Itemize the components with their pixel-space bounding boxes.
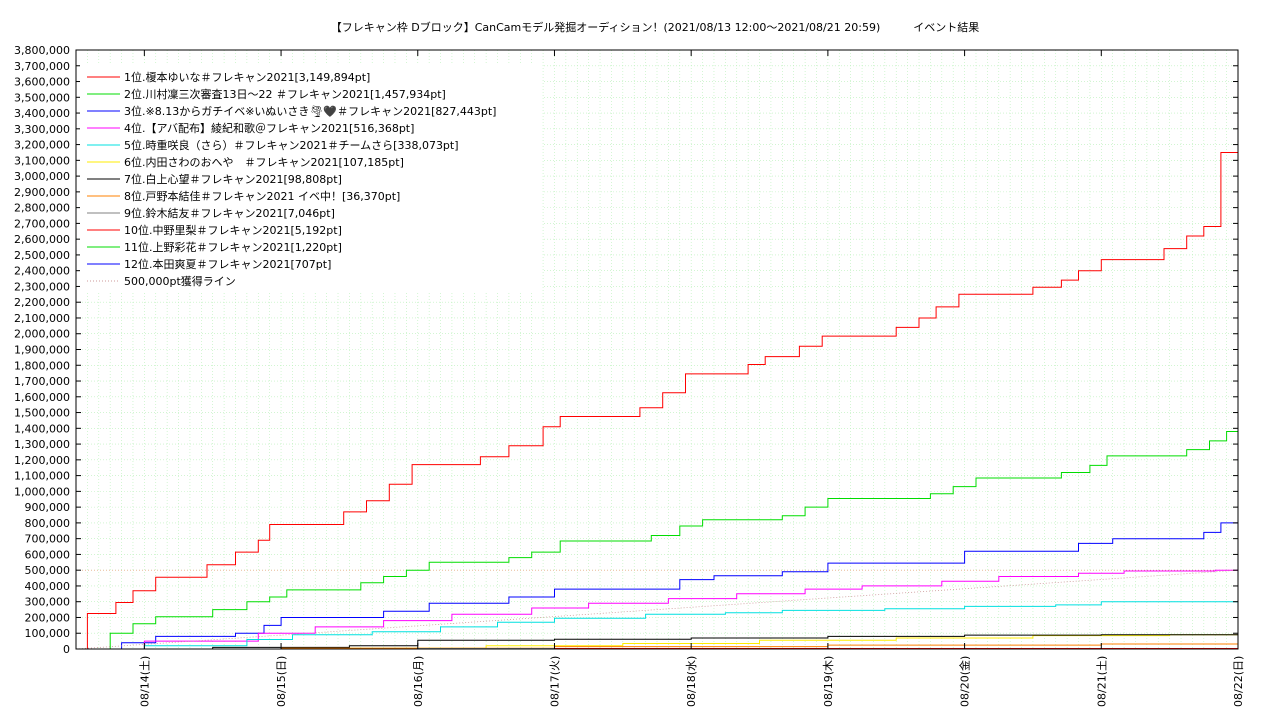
legend-background <box>80 65 542 293</box>
legend-entry: 500,000pt獲得ライン <box>124 275 236 288</box>
y-tick-label: 3,100,000 <box>14 154 70 167</box>
y-tick-label: 1,300,000 <box>14 438 70 451</box>
x-tick-label: 08/21(土) <box>1095 656 1108 707</box>
series-line-2 <box>76 419 1239 650</box>
legend-entry: 12位.本田爽夏＃フレキャン2021[707pt] <box>124 257 331 271</box>
y-tick-label: 2,000,000 <box>14 328 70 341</box>
y-tick-label: 3,400,000 <box>14 107 70 120</box>
y-tick-label: 2,300,000 <box>14 280 70 293</box>
legend-entry: 11位.上野彩花＃フレキャン2021[1,220pt] <box>124 240 342 254</box>
y-tick-label: 1,100,000 <box>14 470 70 483</box>
y-tick-label: 2,200,000 <box>14 296 70 309</box>
legend: 1位.榎本ゆいな＃フレキャン2021[3,149,894pt] 2位.川村凜三次審… <box>80 65 542 293</box>
y-tick-label: 800,000 <box>25 517 71 530</box>
y-tick-label: 1,800,000 <box>14 359 70 372</box>
y-tick-label: 1,700,000 <box>14 375 70 388</box>
y-tick-label: 2,700,000 <box>14 217 70 230</box>
y-tick-label: 3,600,000 <box>14 76 70 89</box>
series-line-5 <box>76 595 1239 650</box>
legend-entry: 10位.中野里梨＃フレキャン2021[5,192pt] <box>124 223 342 237</box>
y-tick-label: 2,400,000 <box>14 265 70 278</box>
y-tick-label: 1,500,000 <box>14 407 70 420</box>
y-tick-label: 2,600,000 <box>14 233 70 246</box>
x-tick-label: 08/19(木) <box>822 656 835 707</box>
y-tick-label: 1,600,000 <box>14 391 70 404</box>
x-tick-label: 08/20(金) <box>958 656 972 707</box>
series-line-goal <box>75 569 1239 650</box>
x-tick-label: 08/18(水) <box>685 656 698 707</box>
y-tick-label: 500,000 <box>25 564 71 577</box>
y-tick-label: 1,000,000 <box>14 485 70 498</box>
y-tick-label: 100,000 <box>25 627 71 640</box>
y-tick-label: 3,300,000 <box>14 123 70 136</box>
legend-entry: 3位.※8.13からガチイベ※いぬいさき🌪🖤＃フレキャン2021[827,443… <box>124 104 496 118</box>
y-tick-label: 2,900,000 <box>14 186 70 199</box>
y-tick-label: 300,000 <box>25 596 71 609</box>
y-tick-label: 3,700,000 <box>14 60 70 73</box>
x-tick-label: 08/15(日) <box>275 656 288 707</box>
y-tick-label: 400,000 <box>25 580 71 593</box>
series-line-3 <box>76 518 1239 650</box>
x-tick-label: 08/22(日) <box>1232 656 1245 707</box>
y-tick-label: 3,500,000 <box>14 91 70 104</box>
legend-entry: 5位.時重咲良（さら）＃フレキャン2021＃チームさら[338,073pt] <box>124 138 459 152</box>
series-line-7 <box>76 633 1239 650</box>
x-tick-label: 08/16(月) <box>412 656 425 707</box>
axis-layer: 0 100,000 200,000 300,000 400,000 500,000 600,… <box>14 44 1245 707</box>
y-tick-label: 900,000 <box>25 501 71 514</box>
y-tick-label: 200,000 <box>25 611 71 624</box>
legend-entry: 6位.内田さわのおへや ＃フレキャン2021[107,185pt] <box>124 155 404 169</box>
legend-entry: 2位.川村凜三次審査13日〜22 ＃フレキャン2021[1,457,934pt] <box>124 87 446 101</box>
y-tick-label: 2,800,000 <box>14 202 70 215</box>
series-line-1 <box>76 152 1238 650</box>
y-tick-label: 1,900,000 <box>14 344 70 357</box>
y-tick-label: 2,500,000 <box>14 249 70 262</box>
legend-entry: 8位.戸野本結佳＃フレキャン2021 イベ中！[36,370pt] <box>124 189 400 203</box>
y-tick-label: 1,200,000 <box>14 454 70 467</box>
x-tick-label: 08/17(火) <box>548 656 561 707</box>
y-tick-label: 1,400,000 <box>14 422 70 435</box>
legend-entry: 9位.鈴木結友＃フレキャン2021[7,046pt] <box>124 206 335 220</box>
chart-title: 【フレキャン枠 Dブロック】CanCamモデル発掘オーディション！(2021/0… <box>330 21 980 34</box>
y-tick-label: 600,000 <box>25 548 71 561</box>
y-tick-label: 0 <box>63 643 70 656</box>
y-tick-label: 3,000,000 <box>14 170 70 183</box>
y-tick-label: 3,800,000 <box>14 44 70 57</box>
y-tick-label: 3,200,000 <box>14 139 70 152</box>
x-tick-label: 08/14(土) <box>138 656 151 707</box>
legend-entry: 7位.白上心望＃フレキャン2021[98,808pt] <box>124 172 342 186</box>
series-line-4 <box>76 567 1239 650</box>
legend-entry: 4位.【アバ配布】綾紀和歌＠フレキャン2021[516,368pt] <box>124 121 414 135</box>
y-tick-label: 700,000 <box>25 533 71 546</box>
y-tick-label: 2,100,000 <box>14 312 70 325</box>
legend-entry: 1位.榎本ゆいな＃フレキャン2021[3,149,894pt] <box>124 70 370 84</box>
